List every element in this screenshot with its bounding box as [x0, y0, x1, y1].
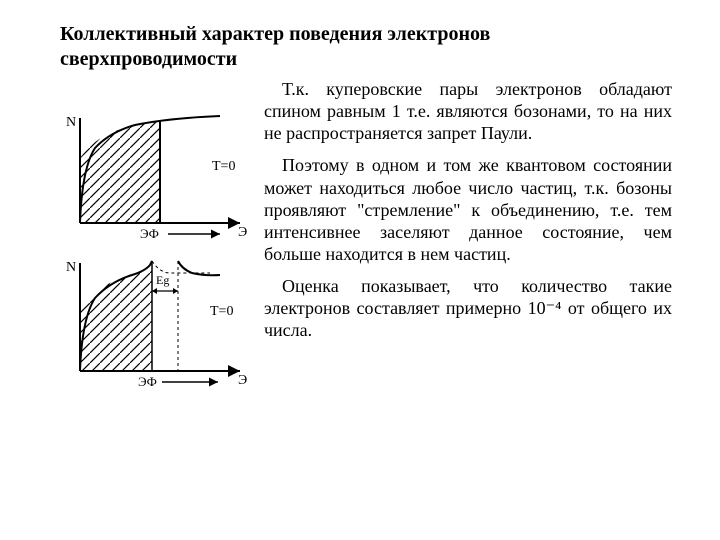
page-title: Коллективный характер поведения электрон…: [60, 22, 672, 72]
figures-column: N Э ЭФ T=0: [60, 78, 250, 393]
paragraph-2: Поэтому в одном и том же квантовом состо…: [264, 154, 672, 265]
paragraph-3: Оценка показывает, что количество такие …: [264, 275, 672, 341]
axis-x-label-2: Э: [238, 373, 247, 388]
gap-label: Еg: [156, 273, 169, 287]
temp-label-2: T=0: [210, 304, 233, 319]
temp-label: T=0: [212, 159, 235, 174]
figure-dos-normal: N Э ЭФ T=0: [60, 108, 250, 243]
text-column: Т.к. куперовские пары электронов обладаю…: [264, 78, 672, 393]
axis-x-label: Э: [238, 225, 247, 240]
paragraph-1: Т.к. куперовские пары электронов обладаю…: [264, 78, 672, 144]
fermi-label: ЭФ: [140, 226, 159, 241]
figure-dos-gap: Еg N Э ЭФ T=0: [60, 253, 250, 393]
content-columns: N Э ЭФ T=0: [60, 78, 672, 393]
axis-y-label: N: [66, 115, 76, 130]
fermi-label-2: ЭФ: [138, 374, 157, 389]
axis-y-label-2: N: [66, 260, 76, 275]
